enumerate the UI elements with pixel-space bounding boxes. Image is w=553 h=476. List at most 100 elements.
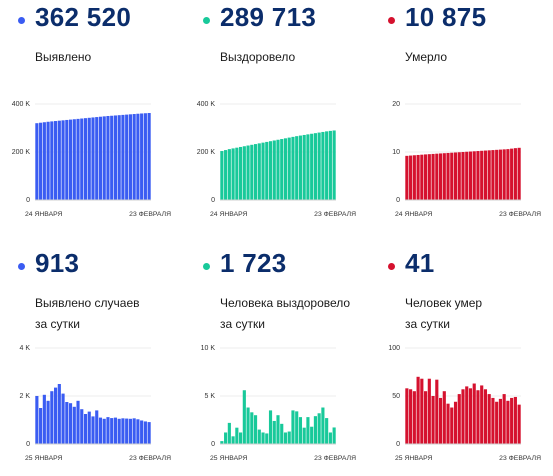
bar xyxy=(61,393,65,444)
bar xyxy=(495,401,499,444)
bar xyxy=(427,378,431,444)
y-tick-label: 0 xyxy=(26,441,30,448)
bar xyxy=(102,116,106,200)
y-tick-label: 0 xyxy=(26,197,30,204)
bar xyxy=(405,388,409,444)
bar xyxy=(476,390,480,444)
x-label-start: 24 ЯНВАРЯ xyxy=(25,211,62,218)
bar xyxy=(242,390,246,444)
bar xyxy=(468,151,473,200)
bar xyxy=(257,143,261,200)
bar xyxy=(246,145,250,200)
bar xyxy=(506,400,510,444)
bar xyxy=(502,394,506,444)
bar xyxy=(495,149,499,200)
panel-daily-died: 41 Человек умер за сутки 0 50 100 25 ЯНВАРЯ… xyxy=(370,246,553,476)
bar xyxy=(442,391,446,444)
bar xyxy=(321,407,325,444)
bar xyxy=(465,386,469,444)
bar xyxy=(57,384,61,444)
blue-dot-icon xyxy=(18,263,25,270)
daily-recovered-value: 1 723 xyxy=(220,248,287,278)
bar xyxy=(513,148,517,200)
bar xyxy=(91,416,95,444)
y-tick-label: 20 xyxy=(392,101,400,108)
label-line: Выявлено случаев xyxy=(35,296,140,310)
bar xyxy=(65,119,69,200)
bar xyxy=(483,389,488,444)
bar xyxy=(136,419,140,444)
y-tick-label: 0 xyxy=(211,197,215,204)
y-tick-label: 400 K xyxy=(197,101,216,108)
bar xyxy=(272,140,276,200)
bar xyxy=(147,422,151,444)
bar xyxy=(268,410,273,444)
bar xyxy=(306,417,310,444)
bar xyxy=(302,427,306,444)
bar xyxy=(435,153,439,200)
bar xyxy=(332,427,336,444)
bar xyxy=(39,408,43,444)
bar xyxy=(253,144,258,200)
bar xyxy=(35,396,39,444)
x-label-start: 24 ЯНВАРЯ xyxy=(395,211,432,218)
bar xyxy=(106,116,110,200)
teal-dot-icon xyxy=(203,263,210,270)
y-tick-label: 200 K xyxy=(197,149,216,156)
bar xyxy=(438,153,443,200)
bar xyxy=(83,118,88,200)
bar xyxy=(295,411,299,444)
y-tick-label: 0 xyxy=(396,441,400,448)
bar xyxy=(76,400,80,444)
bar xyxy=(442,153,446,200)
panel-detected: 362 520 Выявлено 0 200 K 400 K 24 ЯНВАРЯ 23 … xyxy=(0,0,184,240)
bar xyxy=(487,394,491,444)
bar xyxy=(450,152,454,200)
bar xyxy=(42,122,46,200)
bar xyxy=(98,417,103,444)
bar xyxy=(416,376,420,444)
bar xyxy=(310,133,314,200)
total-died-value: 10 875 xyxy=(405,2,487,32)
bar xyxy=(39,122,43,200)
bar xyxy=(239,146,243,200)
x-label-end: 23 ФЕВРАЛЯ xyxy=(499,455,541,462)
bar xyxy=(491,150,495,200)
bar xyxy=(143,113,147,200)
bar xyxy=(80,118,84,200)
bar xyxy=(424,154,428,200)
bar xyxy=(325,131,329,200)
bar xyxy=(295,136,299,200)
panel-died: 10 875 Умерло 0 10 20 24 ЯНВАРЯ 23 ФЕВРАЛЯ xyxy=(370,0,553,240)
bar xyxy=(287,137,291,200)
bar xyxy=(506,149,510,200)
bar xyxy=(513,396,517,444)
bar xyxy=(313,416,317,444)
bar xyxy=(457,394,461,444)
bar xyxy=(87,411,91,444)
bar xyxy=(457,152,461,200)
bar xyxy=(102,418,106,444)
bar xyxy=(461,152,465,200)
panel-recovered: 289 713 Выздоровело 0 200 K 400 K 24 ЯНВАРЯ… xyxy=(185,0,369,240)
bar xyxy=(57,120,61,200)
chart-daily-died: 0 50 100 25 ЯНВАРЯ 23 ФЕВРАЛЯ xyxy=(388,345,541,462)
bar xyxy=(431,153,435,200)
label-line: за сутки xyxy=(35,317,80,331)
bar xyxy=(453,152,458,200)
bar xyxy=(224,432,228,444)
label-line: Выявлено xyxy=(35,50,92,64)
bar xyxy=(310,426,314,444)
label-line: Умерло xyxy=(405,50,448,64)
bar xyxy=(435,379,439,444)
bar xyxy=(132,418,136,444)
bar xyxy=(491,397,495,444)
bar xyxy=(405,155,409,200)
bar xyxy=(517,404,521,444)
bar xyxy=(227,149,231,200)
y-tick-label: 4 K xyxy=(19,345,30,352)
bar xyxy=(128,114,132,200)
bar xyxy=(261,432,265,444)
bar xyxy=(306,134,310,200)
bar xyxy=(113,115,118,200)
